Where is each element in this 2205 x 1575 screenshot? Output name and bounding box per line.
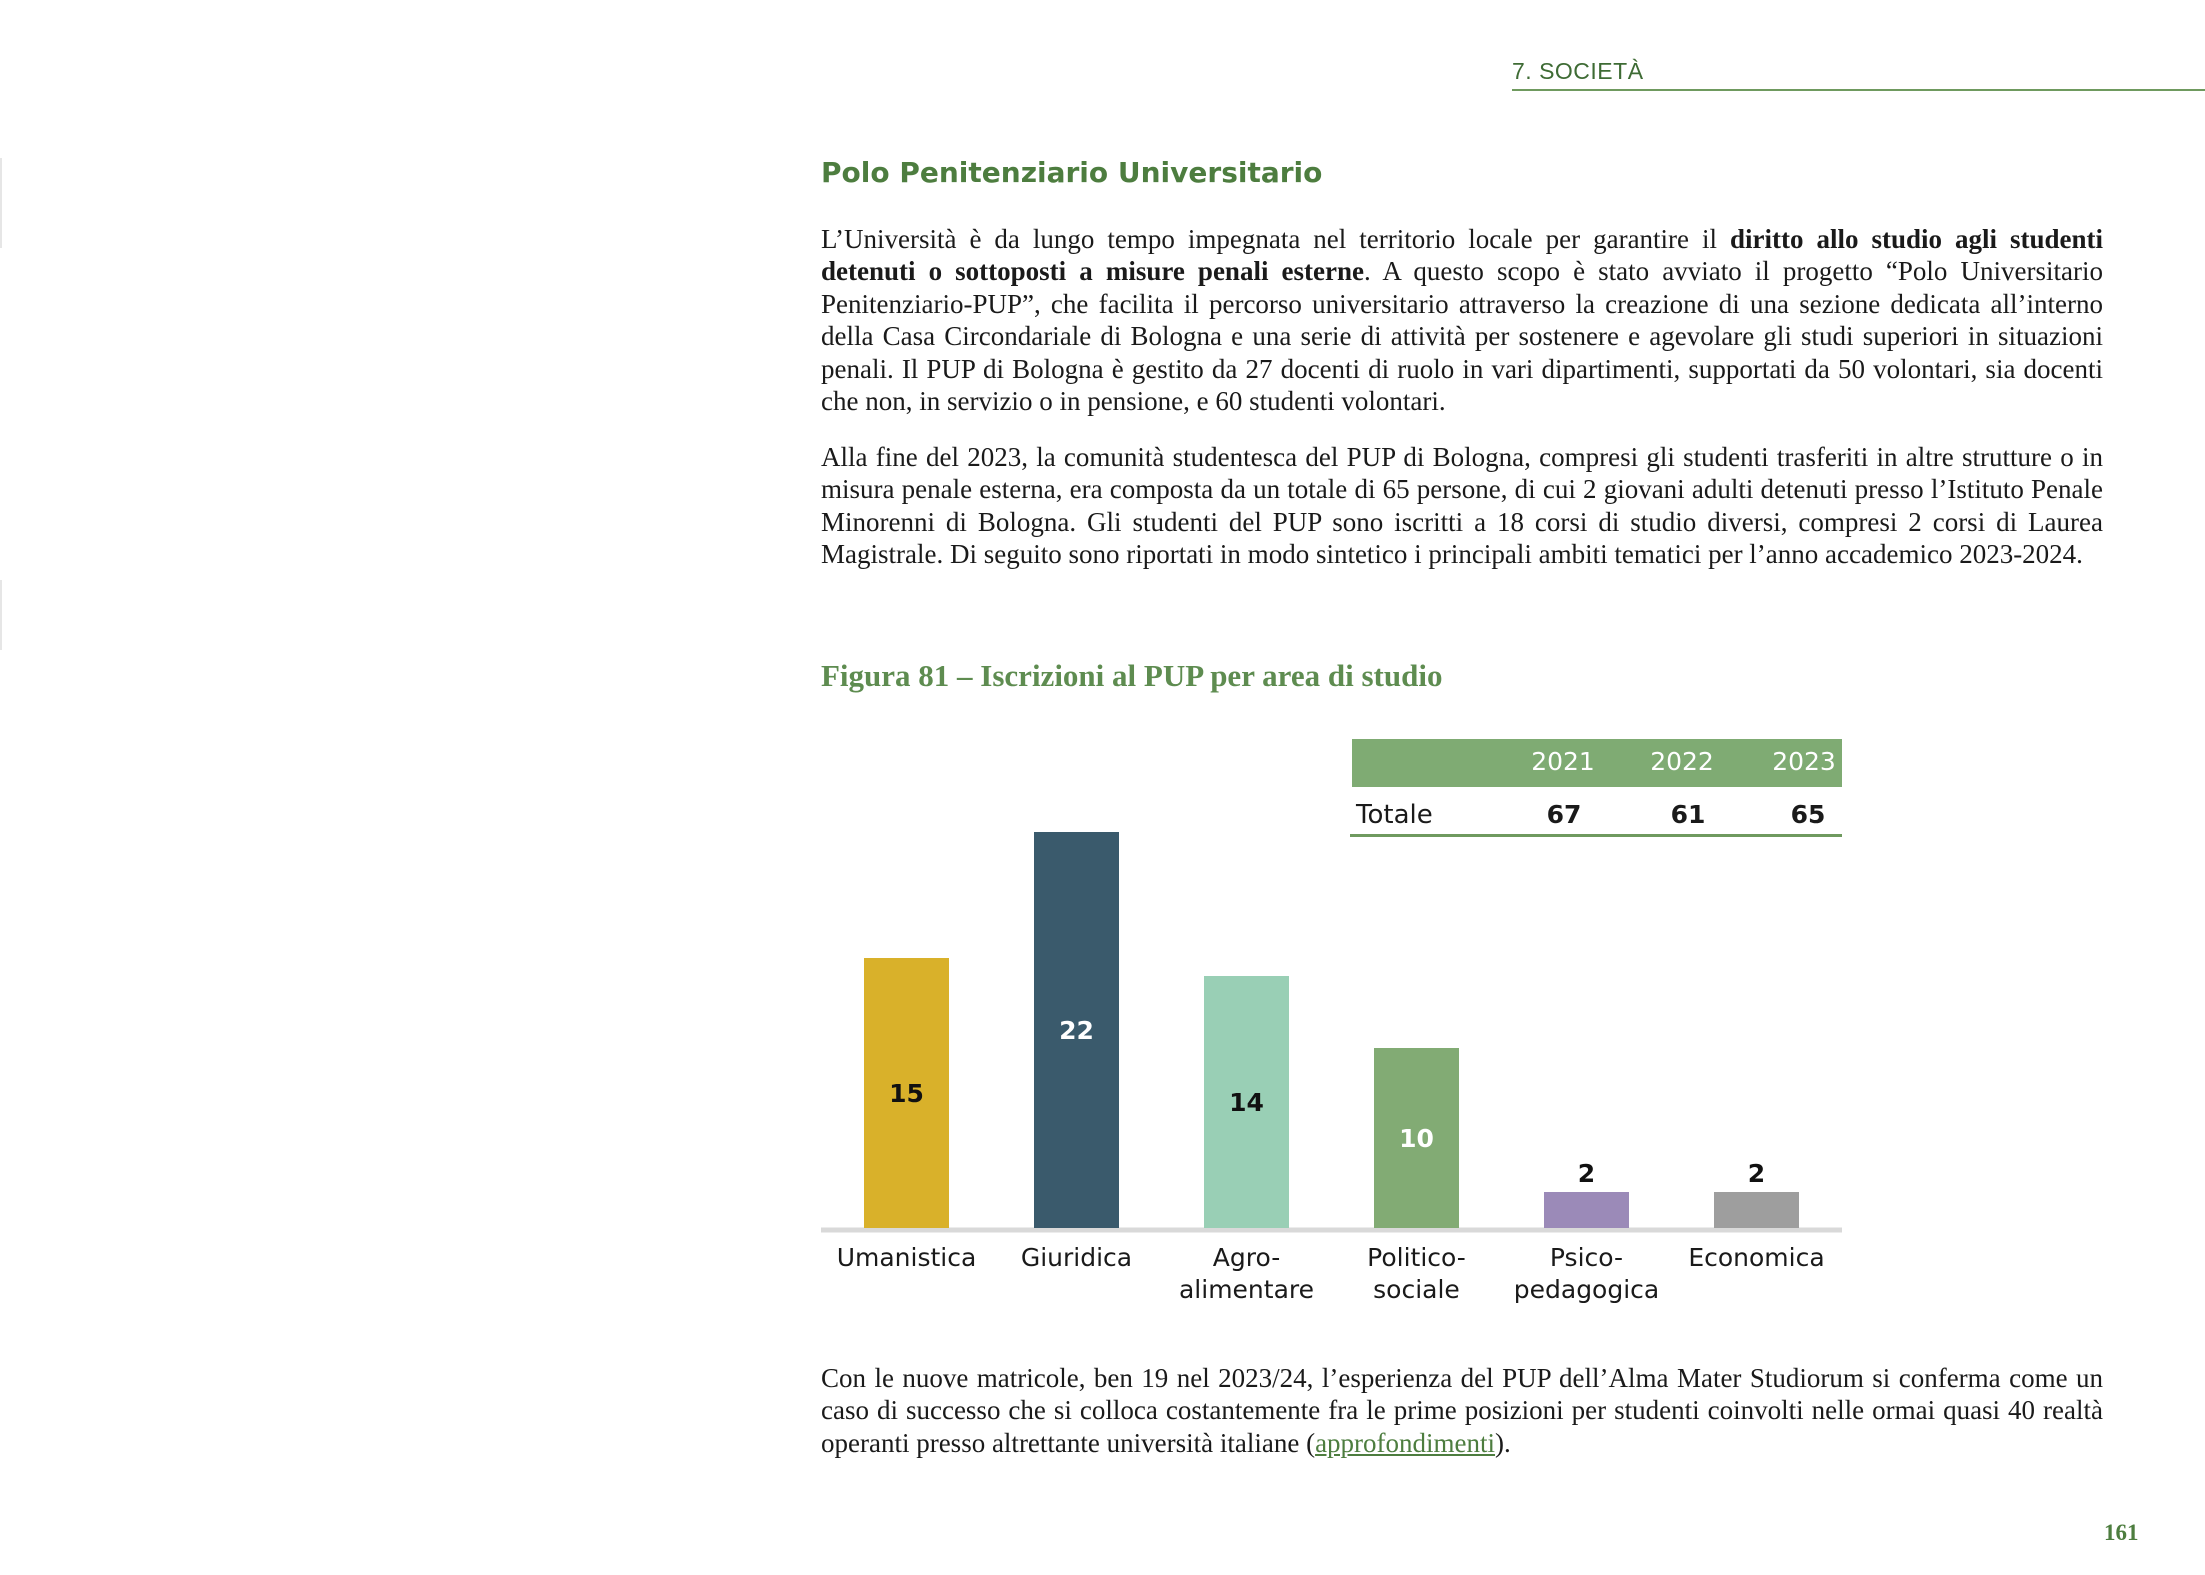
paragraph-conclusion: Con le nuove matricole, ben 19 nel 2023/… [821, 1363, 2103, 1458]
page-number: 161 [2104, 1520, 2139, 1545]
paragraph-community: Alla fine del 2023, la comunità studente… [821, 442, 2103, 570]
category-label: Psico- pedagogica [1513, 1243, 1660, 1304]
bar-value-label: 2 [1748, 1159, 1765, 1188]
table-value: 65 [1790, 800, 1826, 829]
table-year: 2022 [1650, 747, 1714, 776]
table-bottom-rule [1350, 834, 1842, 837]
category-label: Giuridica [1020, 1243, 1133, 1272]
table-year: 2023 [1772, 747, 1836, 776]
bar-value-label: 15 [889, 1079, 924, 1108]
table-value: 61 [1670, 800, 1706, 829]
approfondimenti-link[interactable]: approfondimenti [1315, 1427, 1496, 1458]
bar [1544, 1192, 1629, 1228]
table-header-row: 2021 2022 2023 [1352, 739, 1842, 787]
bar-value-label: 22 [1059, 1016, 1094, 1045]
category-label: Politico- sociale [1367, 1243, 1466, 1304]
header-divider [1512, 89, 2205, 91]
table-value: 67 [1546, 800, 1582, 829]
bar [1374, 1048, 1459, 1228]
bar [1714, 1192, 1799, 1228]
bar-value-label: 14 [1229, 1088, 1264, 1117]
category-label: Agro- alimentare [1178, 1243, 1315, 1304]
table-year: 2021 [1531, 747, 1595, 776]
figure-title: Figura 81 – Iscrizioni al PUP per area d… [821, 658, 1443, 693]
margin-mark [0, 158, 2, 248]
bar-value-label: 2 [1578, 1159, 1595, 1188]
bar-value-label: 10 [1399, 1124, 1434, 1153]
bar [1034, 832, 1119, 1228]
section-header: 7. SOCIETÀ [1512, 58, 1644, 84]
paragraph-intro: L’Università è da lungo tempo impegnata … [821, 224, 2103, 417]
bar [1204, 976, 1289, 1228]
table-row-label: Totale [1356, 800, 1433, 830]
margin-mark [0, 580, 2, 650]
bold-phrase: diritto allo studio agli studenti detenu… [821, 224, 2103, 287]
category-label: Economica [1688, 1243, 1825, 1272]
category-label: Umanistica [836, 1243, 977, 1272]
section-title: Polo Penitenziario Universitario [821, 156, 1323, 189]
bar [864, 958, 949, 1228]
